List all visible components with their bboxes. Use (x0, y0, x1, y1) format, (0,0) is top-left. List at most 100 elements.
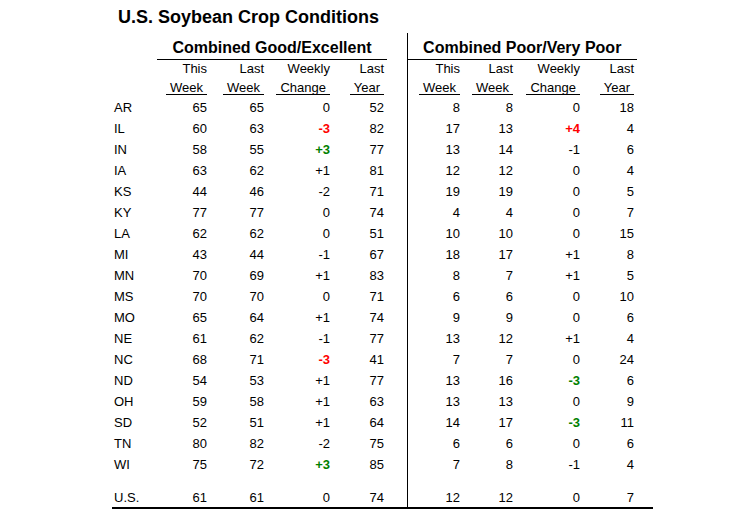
cell-good-last-week: 62 (210, 223, 267, 244)
cell-good-weekly-change: -2 (267, 181, 333, 202)
cell-good-this-week: 52 (157, 412, 210, 433)
cell-good-last-week: 63 (210, 118, 267, 139)
table-row: MN7069+18387+15 (112, 265, 653, 286)
cell-poor-last-week: 12 (463, 487, 516, 508)
section-divider (387, 139, 407, 160)
section-divider (387, 223, 407, 244)
tail-cell (637, 33, 653, 59)
cell-good-last-year: 74 (333, 487, 387, 508)
cell-poor-weekly-change: +4 (516, 118, 583, 139)
cell-good-weekly-change: +1 (267, 265, 333, 286)
row-label: NE (112, 328, 157, 349)
row-label: IN (112, 139, 157, 160)
empty-cell (157, 475, 210, 487)
col-header-poor-weekly-change: Change (516, 78, 583, 97)
cell-good-this-week: 59 (157, 391, 210, 412)
section-divider (387, 349, 407, 370)
tail-cell (637, 349, 653, 370)
cell-poor-last-week: 16 (463, 370, 516, 391)
section-divider (387, 328, 407, 349)
empty-cell (267, 475, 333, 487)
cell-good-weekly-change: +3 (267, 454, 333, 475)
row-label: SD (112, 412, 157, 433)
tail-cell (637, 286, 653, 307)
cell-poor-last-year: 15 (583, 223, 637, 244)
cell-good-weekly-change: +1 (267, 391, 333, 412)
empty-cell (516, 475, 583, 487)
cell-good-last-year: 82 (333, 118, 387, 139)
crop-conditions-table: Combined Good/Excellent Combined Poor/Ve… (112, 33, 653, 509)
tail-cell (637, 223, 653, 244)
row-label: ND (112, 370, 157, 391)
cell-poor-this-week: 10 (407, 223, 463, 244)
corner-cell (112, 59, 157, 78)
cell-good-last-week: 77 (210, 202, 267, 223)
row-label: KY (112, 202, 157, 223)
cell-poor-last-year: 6 (583, 433, 637, 454)
col-header-poor-last-year: Last (583, 59, 637, 78)
cell-good-last-week: 71 (210, 349, 267, 370)
cell-poor-last-week: 8 (463, 97, 516, 118)
col-header-good-weekly-change: Change (267, 78, 333, 97)
cell-good-this-week: 44 (157, 181, 210, 202)
row-label: NC (112, 349, 157, 370)
tail-cell (637, 487, 653, 508)
cell-good-last-week: 46 (210, 181, 267, 202)
cell-good-weekly-change: +1 (267, 370, 333, 391)
cell-poor-weekly-change: -3 (516, 370, 583, 391)
section-header-row: Combined Good/Excellent Combined Poor/Ve… (112, 33, 653, 59)
row-label: TN (112, 433, 157, 454)
cell-poor-last-year: 4 (583, 328, 637, 349)
cell-poor-last-week: 7 (463, 349, 516, 370)
empty-cell (210, 475, 267, 487)
cell-poor-weekly-change: 0 (516, 433, 583, 454)
cell-good-last-year: 63 (333, 391, 387, 412)
cell-poor-this-week: 9 (407, 307, 463, 328)
cell-good-last-week: 62 (210, 160, 267, 181)
cell-good-this-week: 61 (157, 487, 210, 508)
section-divider (387, 286, 407, 307)
cell-poor-last-week: 4 (463, 202, 516, 223)
corner-cell (112, 475, 157, 487)
cell-good-this-week: 65 (157, 307, 210, 328)
cell-poor-this-week: 14 (407, 412, 463, 433)
cell-good-this-week: 75 (157, 454, 210, 475)
cell-poor-last-week: 19 (463, 181, 516, 202)
cell-good-last-week: 44 (210, 244, 267, 265)
table-row: ND5453+1771316-36 (112, 370, 653, 391)
cell-good-last-year: 77 (333, 328, 387, 349)
cell-poor-last-week: 9 (463, 307, 516, 328)
cell-good-last-week: 53 (210, 370, 267, 391)
tail-cell (637, 160, 653, 181)
cell-good-weekly-change: 0 (267, 202, 333, 223)
cell-good-weekly-change: 0 (267, 487, 333, 508)
tail-cell (637, 328, 653, 349)
cell-poor-weekly-change: -1 (516, 139, 583, 160)
empty-cell (583, 475, 637, 487)
col-header-poor-weekly-change: Weekly (516, 59, 583, 78)
cell-good-weekly-change: -1 (267, 244, 333, 265)
tail-cell (637, 412, 653, 433)
cell-good-last-year: 64 (333, 412, 387, 433)
cell-good-this-week: 61 (157, 328, 210, 349)
table-row: NC6871-34177024 (112, 349, 653, 370)
cell-good-weekly-change: -1 (267, 328, 333, 349)
cell-poor-last-year: 7 (583, 202, 637, 223)
table-row: AR656505288018 (112, 97, 653, 118)
section-divider (387, 78, 407, 97)
cell-poor-this-week: 8 (407, 97, 463, 118)
column-header-row-2: WeekWeekChangeYearWeekWeekChangeYear (112, 78, 653, 97)
table-row: IL6063-3821713+44 (112, 118, 653, 139)
tail-cell (637, 78, 653, 97)
section-header-poor-verypoor: Combined Poor/Very Poor (407, 33, 637, 59)
column-header-row-1: ThisLastWeeklyLastThisLastWeeklyLast (112, 59, 653, 78)
section-divider (387, 160, 407, 181)
cell-poor-last-week: 13 (463, 391, 516, 412)
cell-poor-last-year: 6 (583, 370, 637, 391)
cell-poor-last-year: 9 (583, 391, 637, 412)
cell-poor-this-week: 13 (407, 139, 463, 160)
cell-poor-last-year: 8 (583, 244, 637, 265)
tail-cell (637, 454, 653, 475)
section-divider (387, 244, 407, 265)
cell-poor-weekly-change: 0 (516, 202, 583, 223)
